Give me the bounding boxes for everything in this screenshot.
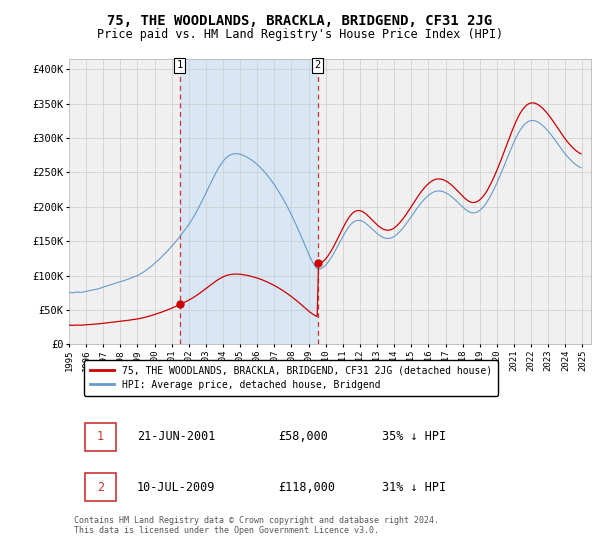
Text: 35% ↓ HPI: 35% ↓ HPI <box>382 430 446 444</box>
Text: 21-JUN-2001: 21-JUN-2001 <box>137 430 215 444</box>
Text: Contains HM Land Registry data © Crown copyright and database right 2024.
This d: Contains HM Land Registry data © Crown c… <box>74 516 439 535</box>
Text: 10-JUL-2009: 10-JUL-2009 <box>137 481 215 494</box>
Text: 31% ↓ HPI: 31% ↓ HPI <box>382 481 446 494</box>
FancyBboxPatch shape <box>85 473 116 501</box>
Text: 75, THE WOODLANDS, BRACKLA, BRIDGEND, CF31 2JG: 75, THE WOODLANDS, BRACKLA, BRIDGEND, CF… <box>107 14 493 28</box>
FancyBboxPatch shape <box>85 423 116 451</box>
Text: 1: 1 <box>176 60 183 70</box>
Legend: 75, THE WOODLANDS, BRACKLA, BRIDGEND, CF31 2JG (detached house), HPI: Average pr: 75, THE WOODLANDS, BRACKLA, BRIDGEND, CF… <box>85 360 498 395</box>
Text: 1: 1 <box>97 430 104 444</box>
Text: 2: 2 <box>97 481 104 494</box>
Text: Price paid vs. HM Land Registry's House Price Index (HPI): Price paid vs. HM Land Registry's House … <box>97 28 503 41</box>
Text: £58,000: £58,000 <box>278 430 328 444</box>
Text: £118,000: £118,000 <box>278 481 335 494</box>
Bar <box>180 59 317 344</box>
Text: 2: 2 <box>314 60 320 70</box>
